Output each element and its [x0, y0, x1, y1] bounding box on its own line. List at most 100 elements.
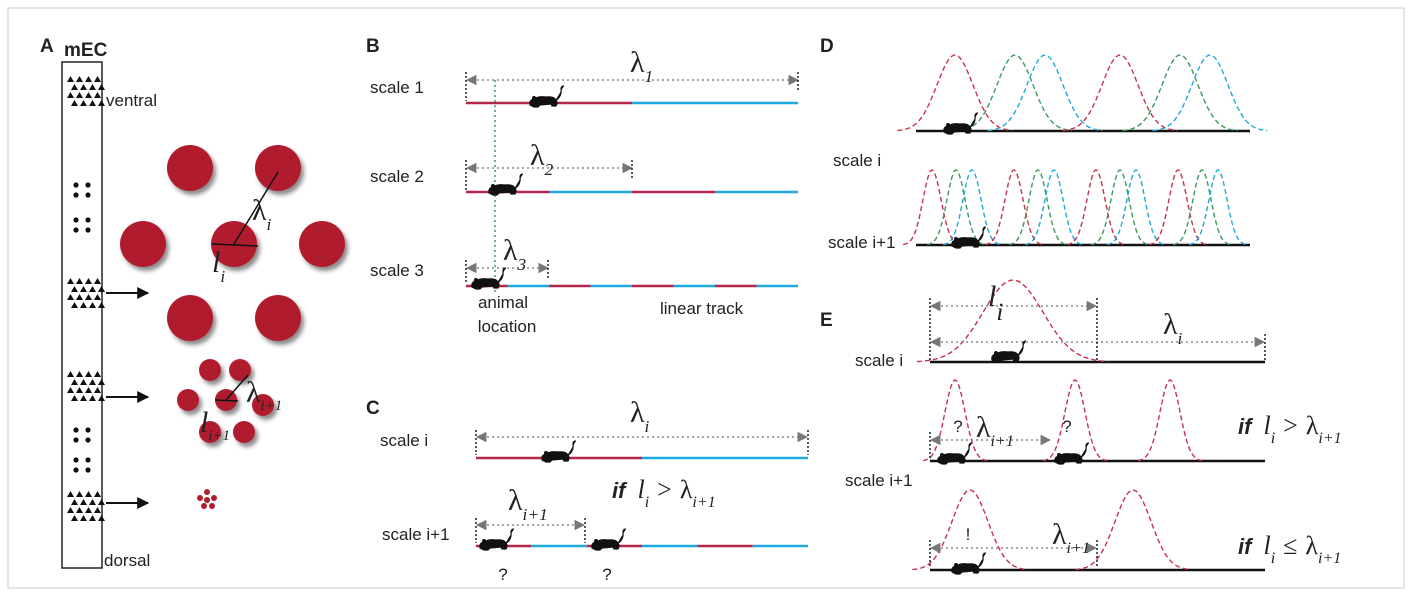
lhs-sub: i — [1271, 430, 1275, 447]
tuning-curve — [922, 379, 987, 462]
math-base: l — [200, 406, 208, 439]
math-sub: i+1 — [1067, 540, 1090, 557]
cell-triangle — [89, 286, 96, 292]
operator: > — [1283, 411, 1298, 440]
lambda-label: λi+1 — [976, 411, 1014, 450]
operator: ≤ — [1283, 531, 1297, 560]
cell-triangle — [98, 379, 105, 385]
cell-triangle — [80, 286, 87, 292]
tuning-curve — [897, 54, 1013, 132]
math-base: λ — [1052, 518, 1067, 551]
cell-dot — [73, 227, 79, 233]
cell-triangle — [71, 84, 78, 90]
cell-triangle — [89, 302, 96, 308]
cell-dot — [85, 437, 91, 443]
cell-triangle — [94, 76, 101, 82]
grid-field — [197, 495, 203, 501]
l-label: li — [212, 246, 225, 286]
lambda-label: λi — [1163, 308, 1183, 348]
grid-field — [209, 503, 215, 509]
tuning-curve — [1042, 379, 1107, 462]
cell-triangle — [94, 294, 101, 300]
math-sub: 1 — [645, 67, 654, 86]
cell-triangle — [67, 507, 74, 513]
cell-triangle — [85, 278, 92, 284]
rhs-base: λ — [680, 475, 693, 504]
cell-triangle — [71, 395, 78, 401]
tuning-curve — [1149, 169, 1207, 246]
scale-label: scale i+1 — [845, 471, 913, 490]
grid-field — [255, 145, 301, 191]
math-base: λ — [976, 411, 991, 444]
cell-triangle — [94, 371, 101, 377]
cell-triangle — [85, 507, 92, 513]
cell-triangle — [67, 371, 74, 377]
cell-triangle — [89, 84, 96, 90]
math-sub: 3 — [517, 255, 527, 274]
grid-field — [299, 221, 345, 267]
cell-dot — [73, 437, 79, 443]
grid-field — [199, 359, 221, 381]
cell-triangle — [80, 499, 87, 505]
tuning-curve — [1075, 489, 1191, 571]
panel-label: D — [820, 36, 834, 57]
cell-dot — [85, 467, 91, 473]
math-base: λ — [246, 376, 261, 409]
spacing-line — [233, 171, 279, 245]
scale-label: scale i — [380, 431, 428, 450]
cell-triangle — [76, 278, 83, 284]
lhs-base: l — [1263, 531, 1270, 560]
cell-dot — [73, 192, 79, 198]
math-sub: i — [996, 299, 1003, 326]
if-word: if — [1238, 534, 1254, 559]
lambda-label: λi+1 — [1052, 518, 1090, 557]
cell-dot — [73, 427, 79, 433]
exclaim-mark: ! — [966, 525, 971, 544]
cell-triangle — [89, 100, 96, 106]
dorsal-label: dorsal — [104, 551, 150, 570]
cell-triangle — [89, 499, 96, 505]
math-sub: i — [220, 267, 225, 286]
cell-triangle — [80, 84, 87, 90]
cell-triangle — [71, 515, 78, 521]
panel-label: C — [366, 398, 380, 419]
cell-triangle — [67, 92, 74, 98]
cell-triangle — [94, 92, 101, 98]
cell-dot — [85, 227, 91, 233]
grid-field — [199, 421, 221, 443]
size-line — [214, 399, 239, 402]
cell-triangle — [98, 395, 105, 401]
cell-triangle — [85, 371, 92, 377]
tuning-curve — [912, 489, 1028, 571]
math-sub: i — [1178, 329, 1183, 348]
region-label: mEC — [64, 40, 108, 61]
cell-triangle — [98, 499, 105, 505]
tuning-curve — [943, 169, 1001, 246]
cell-dot — [73, 182, 79, 188]
tuning-curve — [927, 169, 985, 246]
question-mark: ? — [498, 565, 507, 584]
math-base: λ — [630, 46, 645, 79]
math-sub: i+1 — [261, 398, 283, 414]
tuning-curve — [1173, 169, 1231, 246]
cell-triangle — [98, 515, 105, 521]
cell-triangle — [94, 491, 101, 497]
cell-triangle — [89, 515, 96, 521]
tuning-curve — [1122, 54, 1238, 132]
question-mark: ? — [953, 417, 962, 436]
location-label: animal — [478, 293, 528, 312]
math-base: λ — [1163, 308, 1178, 341]
scale-label: scale 2 — [370, 167, 424, 186]
cell-dot — [73, 467, 79, 473]
rhs-sub: i+1 — [692, 494, 715, 511]
tuning-curve — [985, 169, 1043, 246]
tuning-curve — [1152, 54, 1268, 132]
tuning-curve — [1091, 169, 1149, 246]
cell-triangle — [67, 294, 74, 300]
tuning-curve — [916, 279, 1109, 363]
tuning-curve — [903, 169, 961, 246]
condition: if li > λi+1 — [612, 475, 716, 511]
cell-dot — [85, 427, 91, 433]
cell-triangle — [98, 84, 105, 90]
lambda-label: λi — [630, 396, 650, 436]
